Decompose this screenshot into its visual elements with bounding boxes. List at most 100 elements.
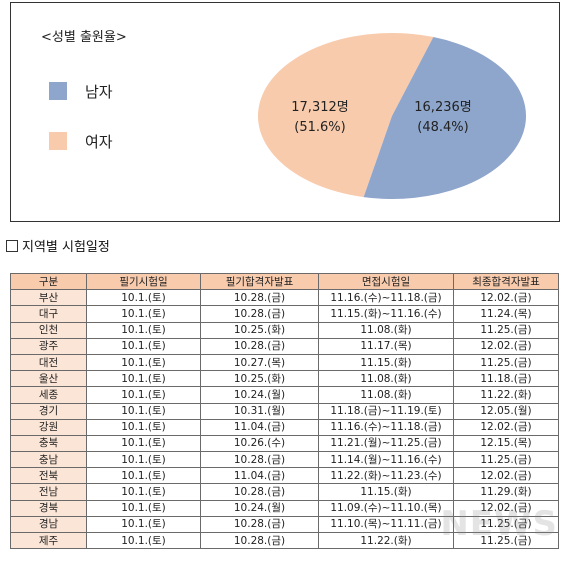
table-cell: 10.1.(토) bbox=[86, 289, 201, 307]
legend-label: 여자 bbox=[85, 133, 113, 151]
region-cell: 인천 bbox=[10, 321, 87, 339]
table-cell: 10.1.(토) bbox=[86, 531, 201, 550]
table-cell: 10.28.(금) bbox=[200, 531, 319, 550]
table-cell: 11.16.(수)~11.18.(금) bbox=[318, 418, 454, 436]
table-row: 광주 10.1.(토) 10.28.(금) 11.17.(목) 12.02.(금) bbox=[10, 337, 559, 355]
table-cell: 10.28.(금) bbox=[200, 515, 319, 534]
table-cell: 10.1.(토) bbox=[86, 451, 201, 469]
region-cell: 강원 bbox=[10, 418, 87, 436]
table-cell: 11.22.(화) bbox=[318, 531, 454, 550]
table-cell: 10.1.(토) bbox=[86, 402, 201, 420]
table-row: 전남 10.1.(토) 10.28.(금) 11.15.(화) 11.29.(화) bbox=[10, 483, 559, 501]
table-cell: 10.1.(토) bbox=[86, 499, 201, 517]
column-header: 필기시험일 bbox=[86, 272, 201, 291]
table-cell: 10.28.(금) bbox=[200, 483, 319, 501]
table-row: 세종 10.1.(토) 10.24.(월) 11.08.(화) 11.22.(화) bbox=[10, 386, 559, 404]
table-cell: 10.27.(목) bbox=[200, 353, 319, 372]
region-cell: 경남 bbox=[10, 515, 87, 534]
table-cell: 10.1.(토) bbox=[86, 337, 201, 355]
table-cell: 11.08.(화) bbox=[318, 370, 454, 388]
table-cell: 10.25.(화) bbox=[200, 321, 319, 339]
region-cell: 울산 bbox=[10, 370, 87, 388]
column-header: 면접시험일 bbox=[318, 272, 454, 291]
table-cell: 10.1.(토) bbox=[86, 305, 201, 323]
table-row: 충남 10.1.(토) 10.28.(금) 11.14.(월)~11.16.(수) 11… bbox=[10, 451, 559, 469]
table-cell: 10.24.(월) bbox=[200, 499, 319, 517]
table-row: 경북 10.1.(토) 10.24.(월) 11.09.(수)~11.10.(목) 12… bbox=[10, 499, 559, 517]
table-cell: 11.25.(금) bbox=[453, 451, 559, 469]
table-cell: 10.1.(토) bbox=[86, 353, 201, 372]
column-header: 필기합격자발표 bbox=[200, 272, 319, 291]
region-cell: 경북 bbox=[10, 499, 87, 517]
table-cell: 10.28.(금) bbox=[200, 289, 319, 307]
table-cell: 11.15.(화) bbox=[318, 483, 454, 501]
table-row: 경기 10.1.(토) 10.31.(월) 11.18.(금)~11.19.(토) 12… bbox=[10, 402, 559, 420]
table-cell: 11.15.(화)~11.16.(수) bbox=[318, 305, 454, 323]
region-cell: 세종 bbox=[10, 386, 87, 404]
table-cell: 11.08.(화) bbox=[318, 386, 454, 404]
slice-value-label: 17,312명 bbox=[291, 100, 348, 115]
table-cell: 11.25.(금) bbox=[453, 353, 559, 372]
table-cell: 12.02.(금) bbox=[453, 467, 559, 485]
table-cell: 10.26.(수) bbox=[200, 434, 319, 453]
table-cell: 11.25.(금) bbox=[453, 531, 559, 550]
region-cell: 부산 bbox=[10, 289, 87, 307]
region-cell: 충북 bbox=[10, 434, 87, 453]
section-heading: 지역별 시험일정 bbox=[6, 236, 110, 255]
table-header-row: 구분 필기시험일 필기합격자발표 면접시험일 최종합격자발표 bbox=[10, 272, 559, 291]
legend-label: 남자 bbox=[85, 83, 113, 101]
region-cell: 제주 bbox=[10, 531, 87, 550]
region-cell: 대전 bbox=[10, 353, 87, 372]
table-cell: 11.22.(화) bbox=[453, 386, 559, 404]
table-cell: 10.24.(월) bbox=[200, 386, 319, 404]
legend-swatch bbox=[49, 82, 67, 100]
table-cell: 10.28.(금) bbox=[200, 337, 319, 355]
chart-title: <성별 출원율> bbox=[41, 30, 127, 45]
table-row: 인천 10.1.(토) 10.25.(화) 11.08.(화) 11.25.(금) bbox=[10, 321, 559, 339]
table-row: 강원 10.1.(토) 11.04.(금) 11.16.(수)~11.18.(금) 12… bbox=[10, 418, 559, 436]
table-cell: 11.08.(화) bbox=[318, 321, 454, 339]
region-cell: 경기 bbox=[10, 402, 87, 420]
table-cell: 12.02.(금) bbox=[453, 337, 559, 355]
region-cell: 대구 bbox=[10, 305, 87, 323]
table-cell: 12.05.(월) bbox=[453, 402, 559, 420]
region-cell: 충남 bbox=[10, 451, 87, 469]
table-cell: 11.09.(수)~11.10.(목) bbox=[318, 499, 454, 517]
table-cell: 10.31.(월) bbox=[200, 402, 319, 420]
table-cell: 10.1.(토) bbox=[86, 483, 201, 501]
table-cell: 10.28.(금) bbox=[200, 305, 319, 323]
table-cell: 12.02.(금) bbox=[453, 289, 559, 307]
table-cell: 11.25.(금) bbox=[453, 515, 559, 534]
slice-percent-label: (48.4%) bbox=[417, 120, 468, 135]
table-cell: 11.18.(금) bbox=[453, 370, 559, 388]
table-row: 제주 10.1.(토) 10.28.(금) 11.22.(화) 11.25.(금) bbox=[10, 531, 559, 550]
table-row: 대구 10.1.(토) 10.28.(금) 11.15.(화)~11.16.(수) 11… bbox=[10, 305, 559, 323]
table-cell: 10.1.(토) bbox=[86, 370, 201, 388]
table-cell: 11.17.(목) bbox=[318, 337, 454, 355]
table-cell: 11.04.(금) bbox=[200, 418, 319, 436]
table-cell: 10.1.(토) bbox=[86, 386, 201, 404]
table-cell: 11.16.(수)~11.18.(금) bbox=[318, 289, 454, 307]
table-row: 울산 10.1.(토) 10.25.(화) 11.08.(화) 11.18.(금) bbox=[10, 370, 559, 388]
table-cell: 11.21.(월)~11.25.(금) bbox=[318, 434, 454, 453]
checkbox-square-icon bbox=[6, 240, 18, 252]
table-row: 충북 10.1.(토) 10.26.(수) 11.21.(월)~11.25.(금) 12… bbox=[10, 434, 559, 453]
table-cell: 11.04.(금) bbox=[200, 467, 319, 485]
table-cell: 10.1.(토) bbox=[86, 515, 201, 534]
table-cell: 12.02.(금) bbox=[453, 418, 559, 436]
section-title-text: 지역별 시험일정 bbox=[22, 240, 110, 255]
schedule-table: 구분 필기시험일 필기합격자발표 면접시험일 최종합격자발표 부산 10.1.(토) 10.… bbox=[10, 272, 559, 550]
table-cell: 10.1.(토) bbox=[86, 321, 201, 339]
column-header: 구분 bbox=[10, 272, 87, 291]
pie-slice-female bbox=[257, 32, 434, 198]
watermark: NEWS bbox=[440, 504, 558, 544]
slice-percent-label: (51.6%) bbox=[294, 120, 345, 135]
table-cell: 10.1.(토) bbox=[86, 434, 201, 453]
slice-value-label: 16,236명 bbox=[414, 100, 471, 115]
table-cell: 10.1.(토) bbox=[86, 467, 201, 485]
legend-swatch bbox=[49, 132, 67, 150]
region-cell: 전남 bbox=[10, 483, 87, 501]
table-cell: 11.22.(화)~11.23.(수) bbox=[318, 467, 454, 485]
